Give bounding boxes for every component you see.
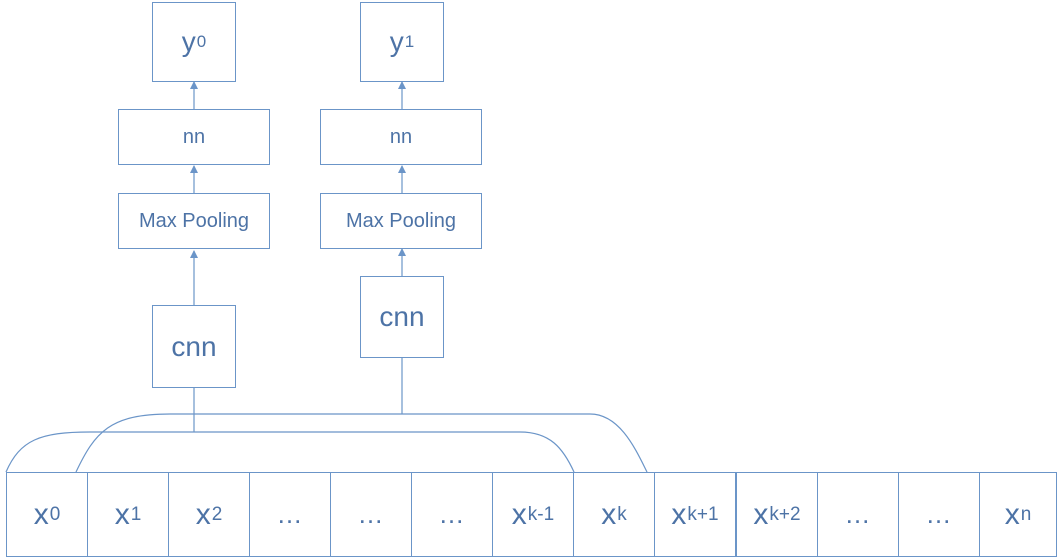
token-base: … xyxy=(438,499,466,529)
max-pooling-box-1: Max Pooling xyxy=(320,193,482,249)
token-base: x xyxy=(195,497,211,531)
token-cell: … xyxy=(411,472,493,557)
token-base: x xyxy=(511,497,527,531)
max-pooling-box-0: Max Pooling xyxy=(118,193,270,249)
output-y0-sub: 0 xyxy=(196,32,207,51)
output-y1-base: y xyxy=(389,26,404,57)
token-base: … xyxy=(357,499,385,529)
token-subscript: k xyxy=(617,503,627,525)
token-base: x xyxy=(114,497,130,531)
token-cell: … xyxy=(249,472,331,557)
token-base: x xyxy=(33,497,49,531)
window-brace-0 xyxy=(5,431,575,473)
token-cell: x k+1 xyxy=(654,472,736,557)
token-base: … xyxy=(844,499,872,529)
token-cell: x k-1 xyxy=(492,472,574,557)
output-y0-base: y xyxy=(181,26,196,57)
token-base: x xyxy=(601,497,617,531)
token-base: … xyxy=(925,499,953,529)
token-subscript: 1 xyxy=(130,503,142,525)
token-subscript: n xyxy=(1020,503,1032,525)
output-y1-sub: 1 xyxy=(404,32,415,51)
token-subscript: k+2 xyxy=(769,503,801,525)
cnn-box-0: cnn xyxy=(152,305,236,388)
token-subscript: 0 xyxy=(49,503,61,525)
window-brace-1 xyxy=(75,413,648,473)
token-cell: … xyxy=(330,472,412,557)
nn-box-1: nn xyxy=(320,109,482,165)
cnn-box-1: cnn xyxy=(360,276,444,358)
token-base: x xyxy=(753,497,769,531)
token-base: x xyxy=(1004,497,1020,531)
token-base: x xyxy=(671,497,687,531)
token-subscript: 2 xyxy=(211,503,223,525)
token-subscript: k-1 xyxy=(527,503,555,525)
token-cell: … xyxy=(817,472,899,557)
token-base: … xyxy=(276,499,304,529)
token-cell: x k+2 xyxy=(736,472,818,557)
token-subscript: k+1 xyxy=(687,503,719,525)
token-cell: … xyxy=(898,472,980,557)
nn-box-0: nn xyxy=(118,109,270,165)
